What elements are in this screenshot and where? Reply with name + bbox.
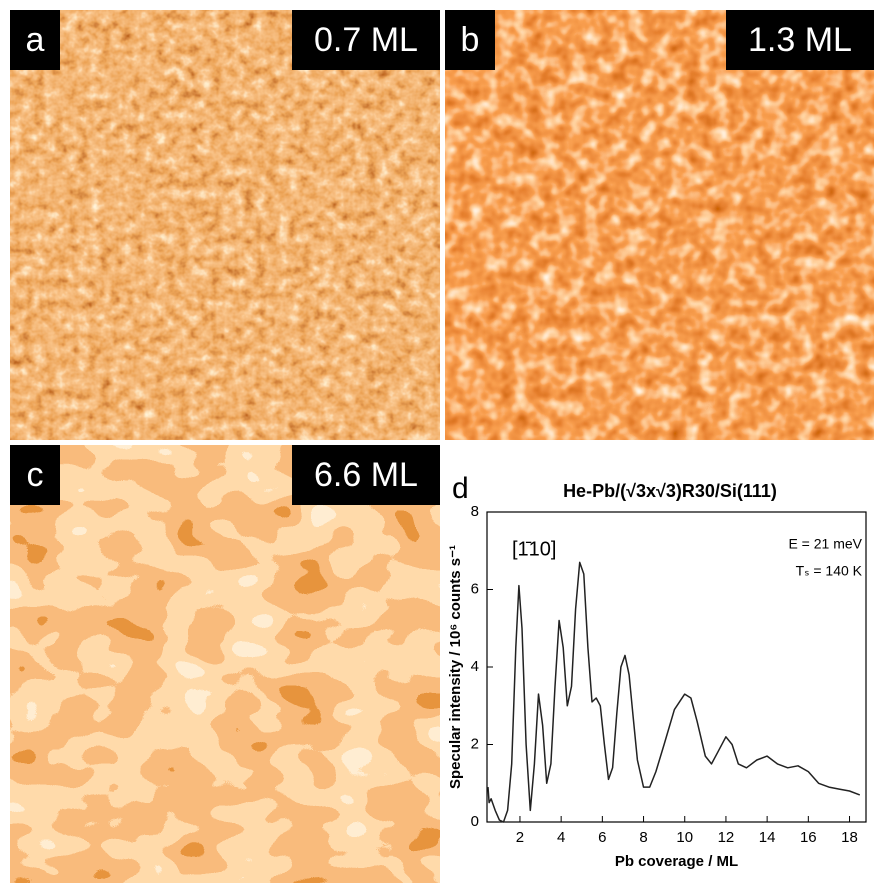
coverage-label: 0.7 ML [314, 21, 418, 59]
x-tick-label: 18 [841, 829, 858, 846]
panel-label: d [452, 472, 469, 505]
stm-image-a [10, 10, 440, 440]
x-tick-label: 2 [516, 829, 524, 846]
figure: a 0.7 ML b 1.3 ML c 6.6 ML d He-Pb/(√3x√3)R30/… [0, 0, 874, 883]
x-tick-label: 6 [598, 829, 606, 846]
chart-title: He-Pb/(√3x√3)R30/Si(111) [563, 481, 777, 501]
y-tick-label: 6 [471, 580, 479, 597]
panel-label: b [461, 21, 480, 59]
x-axis-label: Pb coverage / ML [615, 853, 738, 870]
y-tick-label: 0 [471, 813, 479, 830]
stm-image-b [445, 10, 874, 440]
y-tick-label: 8 [471, 503, 479, 520]
annotation: E = 21 meV [788, 536, 862, 552]
x-tick-label: 12 [718, 829, 735, 846]
x-tick-label: 14 [759, 829, 776, 846]
annotation: [1̄10] [512, 538, 556, 560]
x-tick-label: 8 [639, 829, 647, 846]
coverage-label: 6.6 ML [314, 456, 418, 494]
x-tick-label: 16 [800, 829, 817, 846]
coverage-label: 1.3 ML [748, 21, 852, 59]
panel-label: c [27, 456, 44, 494]
chart: d He-Pb/(√3x√3)R30/Si(111) Pb coverage / M… [447, 472, 866, 870]
panel-label: a [26, 21, 45, 59]
x-tick-label: 4 [557, 829, 565, 846]
y-tick-label: 4 [471, 658, 479, 675]
y-tick-label: 2 [471, 735, 479, 752]
annotation: Tₛ = 140 K [796, 563, 863, 579]
x-tick-label: 10 [676, 829, 693, 846]
y-axis-label: Specular intensity / 10⁶ counts s⁻¹ [447, 545, 464, 789]
stm-image-c [10, 445, 440, 883]
data-line [488, 562, 860, 822]
